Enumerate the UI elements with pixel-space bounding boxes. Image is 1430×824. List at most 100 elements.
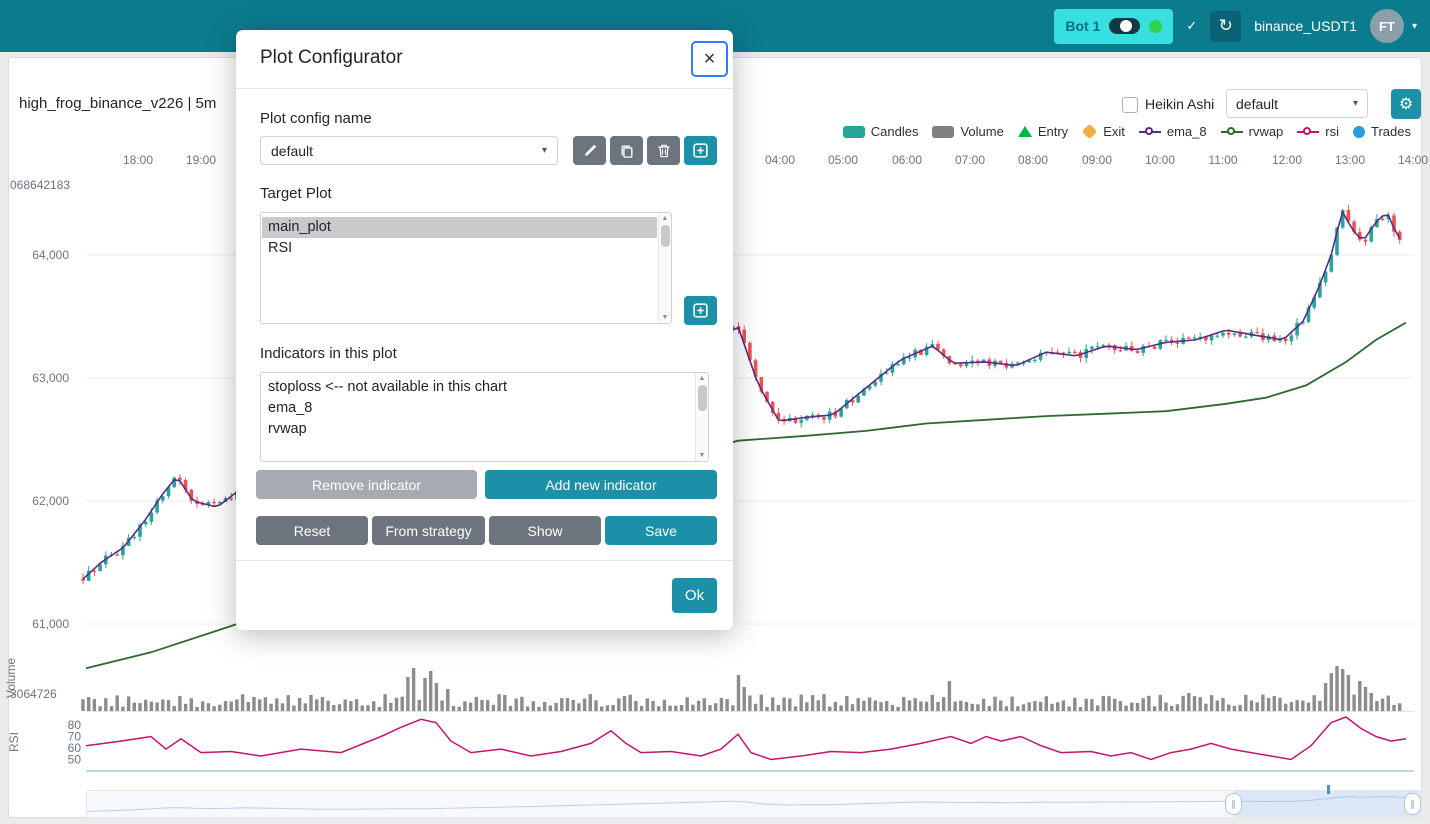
avatar[interactable]: FT [1369, 9, 1404, 43]
delete-config-button[interactable] [647, 136, 680, 165]
ok-button[interactable]: Ok [672, 578, 717, 613]
svg-text:09:00: 09:00 [1082, 153, 1112, 167]
legend-circle-rvwap [1226, 126, 1235, 135]
scroll-down-icon[interactable]: ▼ [698, 452, 706, 459]
legend-item-rvwap[interactable]: rvwap [1220, 124, 1283, 139]
plot-settings-button[interactable]: ⚙ [1391, 89, 1421, 119]
heikin-ashi-label: Heikin Ashi [1145, 96, 1215, 112]
legend-lineicon-rvwap [1220, 126, 1243, 138]
chevron-down-icon: ▾ [541, 145, 547, 156]
target-plot-option-main-plot[interactable]: main_plot [262, 217, 657, 238]
modal-header-divider [236, 88, 733, 89]
svg-text:Volume: Volume [4, 658, 18, 698]
legend-label-exit: Exit [1103, 124, 1125, 139]
plot-config-name-label: Plot config name [260, 110, 372, 127]
svg-text:08:00: 08:00 [1018, 153, 1048, 167]
close-icon: × [703, 47, 716, 70]
svg-text:50: 50 [68, 753, 82, 767]
target-plot-option-rsi[interactable]: RSI [268, 240, 293, 256]
scroll-up-icon[interactable]: ▲ [698, 375, 706, 382]
add-config-button[interactable] [684, 136, 717, 165]
legend-item-trades[interactable]: Trades [1353, 124, 1411, 139]
handle-grip-icon: ∥ [1231, 798, 1236, 809]
legend-swatch-trades [1353, 125, 1366, 138]
svg-text:61,000: 61,000 [32, 617, 69, 631]
save-button[interactable]: Save [605, 516, 717, 545]
indicator-option-ema8[interactable]: ema_8 [268, 400, 313, 416]
plot-config-select[interactable]: default ▾ [1226, 89, 1368, 118]
duplicate-config-button[interactable] [610, 136, 643, 165]
svg-text:10:00: 10:00 [1145, 153, 1175, 167]
svg-text:07:00: 07:00 [955, 153, 985, 167]
heikin-ashi-checkbox[interactable] [1122, 97, 1138, 113]
modal-close-button[interactable]: × [691, 41, 728, 77]
plus-square-icon [693, 143, 708, 158]
indicators-label: Indicators in this plot [260, 345, 397, 362]
svg-text:3064726: 3064726 [10, 687, 57, 701]
scroll-thumb[interactable] [661, 225, 670, 247]
navigator-marker [1327, 785, 1330, 794]
navigator-right-handle[interactable]: ∥ [1404, 793, 1421, 815]
toggle-knob-icon [1120, 20, 1133, 32]
bot-name: binance_USDT1 [1254, 18, 1357, 34]
legend-item-exit[interactable]: Exit [1081, 123, 1125, 140]
target-plot-label: Target Plot [260, 185, 332, 202]
modal-footer-divider [236, 560, 733, 561]
legend-label-trades: Trades [1371, 124, 1411, 139]
legend-item-volume[interactable]: Volume [932, 124, 1004, 139]
svg-text:13:00: 13:00 [1335, 153, 1365, 167]
indicator-option-rvwap[interactable]: rvwap [268, 421, 307, 437]
chart-range-navigator[interactable]: ∥ ∥ [86, 785, 1422, 818]
add-target-plot-button[interactable] [684, 296, 717, 325]
indicator-option-stoploss[interactable]: stoploss <-- not available in this chart [268, 379, 507, 395]
svg-text:RSI: RSI [7, 732, 21, 752]
svg-text:80: 80 [68, 718, 82, 732]
bot-running-toggle[interactable] [1109, 18, 1141, 34]
reload-button[interactable]: ↻ [1210, 10, 1242, 42]
from-strategy-button[interactable]: From strategy [372, 516, 485, 545]
scroll-thumb[interactable] [698, 385, 707, 411]
svg-text:05:00: 05:00 [828, 153, 858, 167]
svg-text:11:00: 11:00 [1208, 153, 1237, 167]
reset-button[interactable]: Reset [256, 516, 368, 545]
config-name-select[interactable]: default ▾ [260, 136, 558, 165]
legend-label-entry: Entry [1037, 124, 1069, 139]
legend-item-entry[interactable]: Entry [1017, 124, 1069, 139]
trash-icon [657, 144, 670, 157]
plot-configurator-modal: Plot Configurator × Plot config name def… [236, 30, 733, 630]
add-new-indicator-button[interactable]: Add new indicator [485, 470, 717, 499]
svg-text:04:00: 04:00 [765, 153, 795, 167]
navigator-selected-range[interactable] [1234, 791, 1421, 817]
legend-item-rsi[interactable]: rsi [1297, 124, 1339, 139]
legend-lineicon-rsi [1297, 126, 1320, 138]
scroll-up-icon[interactable]: ▲ [661, 215, 669, 222]
plot-config-select-value: default [1236, 95, 1279, 112]
chart-legend: Candles Volume Entry Exit ema_8 rvwap rs… [842, 123, 1411, 140]
edit-config-button[interactable] [573, 136, 606, 165]
bot-online-status-icon [1149, 19, 1163, 33]
chart-title: high_frog_binance_v226 | 5m [19, 95, 217, 112]
svg-text:068642183: 068642183 [10, 178, 70, 192]
legend-swatch-candles [842, 125, 865, 138]
bot-selector[interactable]: Bot 1 [1054, 8, 1174, 44]
target-plot-listbox[interactable]: main_plot RSI ▲ ▼ [260, 212, 672, 324]
indicators-listbox[interactable]: stoploss <-- not available in this chart… [260, 372, 709, 462]
legend-item-candles[interactable]: Candles [842, 124, 918, 139]
legend-swatch-exit [1081, 123, 1098, 140]
legend-circle-ema [1144, 126, 1153, 135]
indicators-scrollbar[interactable]: ▲ ▼ [695, 373, 708, 461]
navigator-left-handle[interactable]: ∥ [1225, 793, 1242, 815]
user-menu-caret-icon[interactable]: ▾ [1411, 20, 1417, 32]
avatar-initials: FT [1379, 18, 1395, 34]
legend-circle-rsi [1303, 126, 1312, 135]
scroll-down-icon[interactable]: ▼ [661, 314, 669, 321]
legend-item-ema8[interactable]: ema_8 [1138, 124, 1207, 139]
target-plot-scrollbar[interactable]: ▲ ▼ [658, 213, 671, 323]
remove-indicator-button[interactable]: Remove indicator [256, 470, 477, 499]
legend-label-volume: Volume [960, 124, 1004, 139]
config-name-select-value: default [271, 142, 314, 159]
show-button[interactable]: Show [489, 516, 601, 545]
svg-text:06:00: 06:00 [892, 153, 922, 167]
check-icon: ✓ [1186, 18, 1198, 33]
svg-text:12:00: 12:00 [1272, 153, 1302, 167]
